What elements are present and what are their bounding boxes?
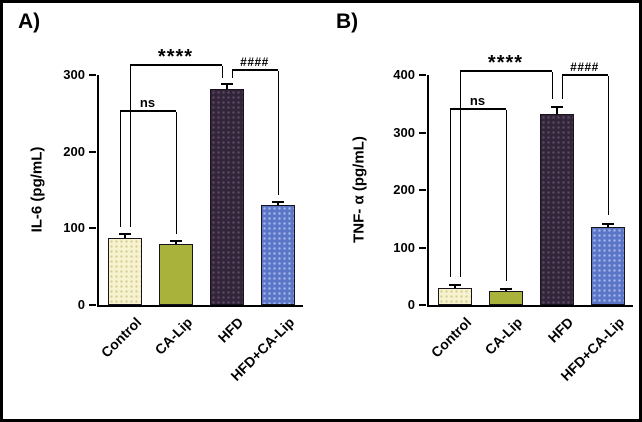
significance-bracket-drop bbox=[277, 71, 280, 195]
significance-bracket bbox=[231, 69, 278, 72]
significance-bracket bbox=[459, 70, 552, 73]
error-bar-cap bbox=[118, 232, 131, 235]
error-bar bbox=[276, 201, 279, 206]
significance-bracket-drop bbox=[551, 72, 554, 100]
significance-label: #### bbox=[240, 55, 269, 70]
panel-b-y-axis-title: TNF- α (pg/mL) bbox=[350, 136, 368, 243]
y-tick-label: 200 bbox=[63, 143, 85, 159]
significance-bracket-drop bbox=[459, 72, 462, 278]
y-tick-label: 100 bbox=[393, 239, 415, 255]
bar-control bbox=[107, 237, 142, 305]
significance-label: **** bbox=[157, 45, 194, 68]
significance-bracket-drop bbox=[129, 65, 132, 227]
significance-bracket-drop bbox=[231, 71, 234, 79]
error-bar-cap bbox=[271, 200, 284, 203]
y-tick-label: 200 bbox=[393, 182, 415, 197]
significance-bracket-drop bbox=[221, 65, 224, 79]
panel-a: A) IL-6 (pg/mL) ns **** #### 0 100 200 300 Con… bbox=[5, 3, 323, 419]
y-tick-mark bbox=[89, 304, 96, 306]
error-bar bbox=[225, 84, 228, 89]
bar-ca-lip bbox=[488, 290, 523, 305]
y-tick-mark bbox=[89, 74, 96, 76]
significance-bracket bbox=[119, 110, 176, 112]
y-tick-label: 0 bbox=[77, 297, 85, 312]
bar-hfd-ca-lip bbox=[260, 205, 295, 305]
significance-bracket-drop bbox=[119, 111, 122, 227]
significance-label: ns bbox=[139, 94, 156, 110]
significance-label: #### bbox=[570, 60, 599, 75]
error-bar bbox=[174, 240, 177, 244]
y-tick-mark bbox=[419, 131, 426, 134]
y-tick-label: 100 bbox=[63, 220, 85, 236]
error-bar bbox=[555, 107, 558, 115]
error-bar bbox=[606, 223, 609, 228]
y-tick-label: 300 bbox=[393, 124, 415, 140]
bar-control bbox=[437, 287, 472, 305]
significance-bracket-drop bbox=[449, 109, 452, 278]
significance-label: ns bbox=[469, 92, 486, 108]
error-bar-cap bbox=[499, 287, 512, 290]
error-bar-cap bbox=[220, 83, 233, 86]
significance-bracket bbox=[561, 74, 608, 77]
error-bar bbox=[453, 285, 456, 288]
y-tick-mark bbox=[89, 227, 96, 230]
significance-bracket-drop bbox=[505, 109, 508, 281]
y-tick-label: 400 bbox=[393, 67, 415, 82]
panel-a-label: A) bbox=[18, 10, 41, 33]
bar-hfd bbox=[539, 114, 574, 305]
error-bar-cap bbox=[448, 284, 461, 287]
y-tick-mark bbox=[419, 74, 426, 76]
significance-bracket-drop bbox=[175, 111, 178, 235]
y-tick-label: 0 bbox=[407, 297, 415, 312]
panel-b: B) TNF- α (pg/mL) ns **** #### 0 100 200 300 4… bbox=[323, 3, 639, 419]
y-tick-label: 300 bbox=[63, 67, 85, 82]
significance-bracket bbox=[449, 107, 506, 110]
bar-hfd bbox=[209, 88, 244, 305]
error-bar-cap bbox=[169, 239, 182, 242]
y-tick-mark bbox=[419, 246, 426, 249]
y-tick-mark bbox=[419, 189, 426, 191]
bar-hfd-ca-lip bbox=[590, 227, 625, 305]
panel-a-plot-area: ns **** #### bbox=[97, 47, 303, 307]
y-tick-mark bbox=[419, 304, 426, 306]
error-bar bbox=[123, 233, 126, 238]
significance-bracket-drop bbox=[561, 76, 564, 100]
bar-ca-lip bbox=[158, 243, 193, 305]
panel-a-y-axis-title: IL-6 (pg/mL) bbox=[28, 146, 46, 233]
panel-b-label: B) bbox=[336, 10, 359, 33]
significance-bracket bbox=[129, 64, 222, 66]
error-bar-cap bbox=[550, 106, 563, 109]
panel-b-plot-area: ns **** #### bbox=[427, 53, 633, 307]
significance-bracket-drop bbox=[607, 76, 610, 216]
error-bar-cap bbox=[601, 222, 614, 225]
significance-label: **** bbox=[487, 52, 524, 75]
y-tick-mark bbox=[89, 150, 96, 153]
